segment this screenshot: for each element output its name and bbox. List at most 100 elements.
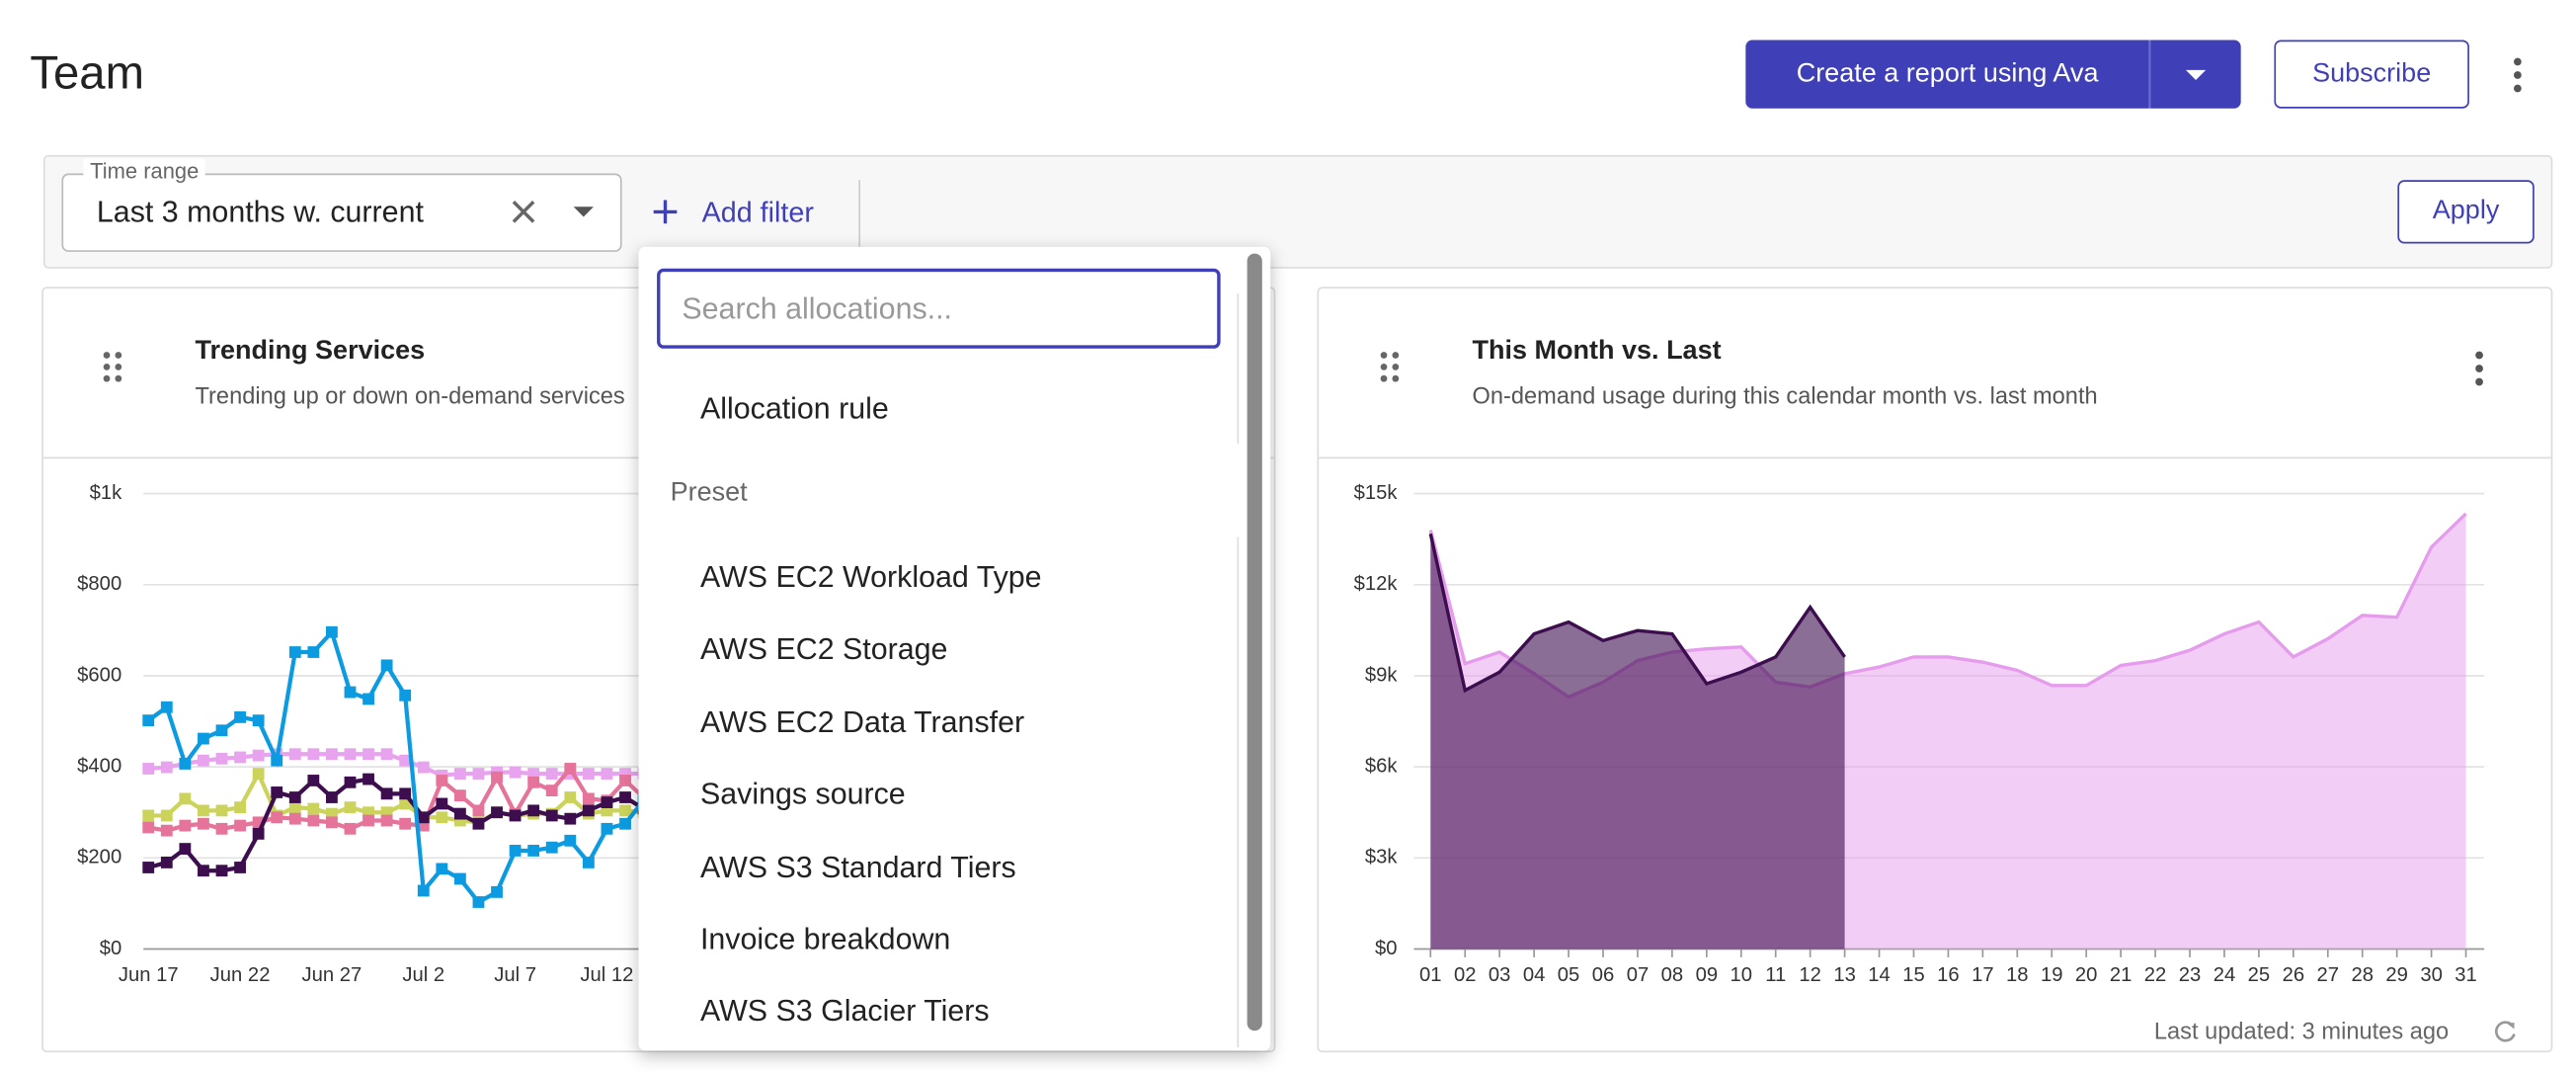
line [148,769,644,825]
scrollbar[interactable] [1247,253,1262,1032]
dropdown-item[interactable]: AWS EC2 Storage [699,632,948,667]
point [362,773,374,785]
clear-icon[interactable] [509,197,538,226]
dropdown-item[interactable]: AWS S3 Glacier Tiers [699,994,990,1029]
point [252,714,265,727]
y-tick-label: $800 [77,573,121,595]
point [362,748,374,761]
more-menu[interactable] [2506,53,2530,97]
point [215,822,228,835]
point [198,817,209,830]
point [399,787,412,800]
area [1430,534,1845,949]
point [619,775,631,786]
point [564,791,577,803]
point [472,768,485,780]
subscribe-button[interactable]: Subscribe [2274,40,2469,109]
x-tick-label: 12 [1799,964,1821,986]
dropdown-item[interactable]: AWS EC2 Workload Type [699,560,1042,594]
x-tick-label: 17 [1972,964,1994,986]
card-title: This Month vs. Last [1472,336,1722,366]
dropdown-item[interactable]: Invoice breakdown [699,922,951,956]
x-tick-label: 27 [2317,964,2340,986]
x-tick-label: 18 [2006,964,2029,986]
point [601,796,613,808]
point [160,701,173,713]
point [142,821,155,834]
field-value: Last 3 months w. current [96,195,424,229]
field-label: Time range [83,158,206,184]
x-tick-label: Jul 2 [402,964,444,986]
point [491,885,503,898]
point [160,809,173,822]
point [472,804,485,817]
page-title: Team [30,46,144,99]
point [619,804,631,817]
x-tick-label: 09 [1696,964,1719,986]
point [142,763,155,775]
point [417,761,430,774]
caret[interactable] [572,206,596,219]
refresh-icon[interactable] [2493,1019,2518,1043]
point [307,748,320,761]
point [344,686,357,699]
point [307,814,320,827]
point [399,689,412,702]
point [362,806,374,819]
card-menu[interactable] [2469,347,2489,390]
point [179,843,192,855]
point [234,711,246,723]
point [453,789,466,802]
x-tick-label: 25 [2248,964,2271,986]
card-title: Trending Services [195,336,426,366]
point [234,862,246,873]
report-menu-button[interactable] [2148,40,2241,109]
point [509,845,522,857]
x-tick-label: 31 [2455,964,2477,986]
point [160,857,173,868]
y-tick-label: $400 [77,755,121,777]
y-tick-label: $9k [1365,664,1399,686]
section-header: Preset [670,478,748,508]
x-tick-label: Jun 27 [302,964,362,986]
dropdown-item[interactable]: Savings source [699,777,906,811]
point [436,863,448,875]
x-tick-label: 16 [1937,964,1960,986]
point [179,819,192,832]
point [453,872,466,885]
dropdown-item[interactable]: Allocation rule [699,391,889,426]
drag-handle[interactable] [1379,350,1403,383]
point [271,754,283,767]
point [417,819,430,832]
search-input[interactable] [657,268,1221,349]
point [564,812,577,825]
point [179,792,192,805]
create-report-button[interactable]: Create a report using Ava [1745,40,2149,109]
y-tick-label: $200 [77,847,121,868]
point [436,797,448,810]
point [234,801,246,814]
point [344,822,357,835]
drag-handle[interactable] [102,350,125,383]
dropdown-item[interactable]: AWS S3 Standard Tiers [699,850,1016,883]
divider [858,180,861,247]
add-filter[interactable]: Add filter [701,197,814,229]
point [417,884,430,897]
point [399,797,412,810]
apply-button[interactable]: Apply [2397,180,2535,244]
x-tick-label: 26 [2283,964,2305,986]
point [344,776,357,788]
line [148,752,644,779]
point [215,752,228,765]
dropdown-item[interactable]: AWS EC2 Data Transfer [699,704,1025,739]
point [215,724,228,737]
x-tick-label: 01 [1419,964,1442,986]
x-tick-label: 22 [2144,964,2167,986]
x-tick-label: 30 [2420,964,2443,986]
time-range-field[interactable] [61,173,622,252]
point [527,776,540,788]
divider [1237,293,1240,445]
point [160,824,173,837]
